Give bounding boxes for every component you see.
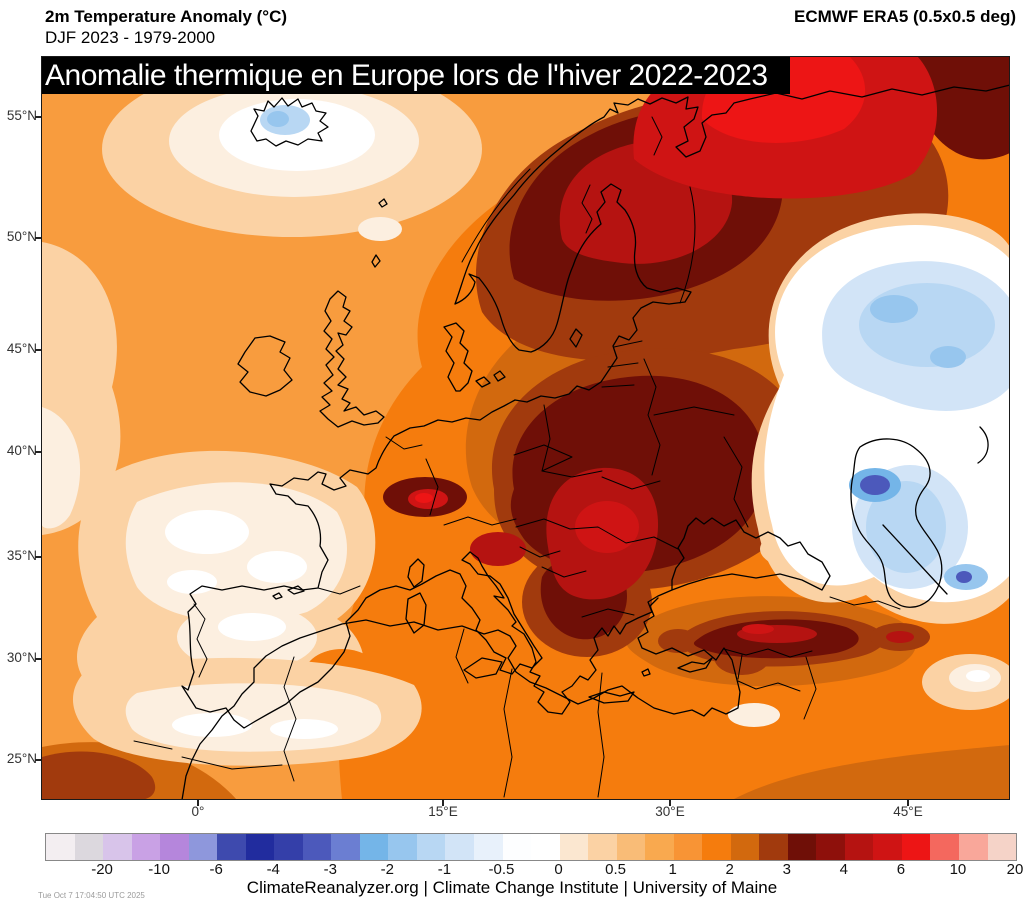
- colorbar-cell: [502, 834, 532, 860]
- colorbar-cell: [103, 834, 132, 860]
- colorbar-tick-label: -6: [209, 861, 223, 878]
- colorbar-tick-label: 6: [896, 861, 906, 878]
- anomaly-map-svg: [42, 57, 1018, 801]
- colorbar-tick-label: 20: [1006, 861, 1024, 878]
- colorbar-cell: [959, 834, 988, 860]
- colorbar-cell: [74, 834, 104, 860]
- footer-credit: ClimateReanalyzer.org | Climate Change I…: [246, 878, 778, 897]
- colorbar-cell: [844, 834, 874, 860]
- colorbar-tick-label: -20: [91, 861, 113, 878]
- colorbar-tick-label: -10: [148, 861, 170, 878]
- colorbar-cell: [816, 834, 845, 860]
- colorbar-cell: [274, 834, 303, 860]
- colorbar-cell: [473, 834, 503, 860]
- colorbar-cell: [188, 834, 218, 860]
- lat-tick: [35, 451, 41, 453]
- anomaly-field: [42, 57, 1018, 801]
- lat-tick: [35, 759, 41, 761]
- lat-tick: [35, 658, 41, 660]
- colorbar-cell: [388, 834, 417, 860]
- colorbar-cell: [46, 834, 75, 860]
- colorbar-tick-label: -3: [323, 861, 337, 878]
- colorbar-cell: [302, 834, 332, 860]
- colorbar-tick-label: -1: [437, 861, 452, 878]
- coast-denmark: [443, 322, 506, 392]
- colorbar-cell: [787, 834, 817, 860]
- lat-label-55n: 55°N: [6, 108, 37, 123]
- colorbar-cell: [445, 834, 474, 860]
- colorbar-cell: [901, 834, 931, 860]
- colorbar-tick-label: 4: [839, 861, 848, 878]
- coast-ireland: [237, 335, 293, 397]
- colorbar-cell: [987, 834, 1017, 860]
- colorbar-cell: [559, 834, 589, 860]
- colorbar-cell: [873, 834, 902, 860]
- colorbar-tick-label: -4: [266, 861, 280, 878]
- colorbar-cell: [160, 834, 189, 860]
- colorbar-cell: [416, 834, 446, 860]
- colorbar-tick-label: 1: [668, 861, 677, 878]
- colorbar-cell: [616, 834, 646, 860]
- lat-label-25n: 25°N: [6, 751, 37, 766]
- colorbar-cell: [245, 834, 275, 860]
- lon-tick: [669, 800, 671, 806]
- colorbar-tick-label: -2: [380, 861, 395, 878]
- lat-tick: [35, 116, 41, 118]
- anomaly-map: [42, 57, 1018, 801]
- colorbar-cell: [331, 834, 360, 860]
- coast-anatolia-africa: [181, 597, 741, 801]
- colorbar-cell: [588, 834, 617, 860]
- coast-islands-med: [272, 558, 651, 704]
- colorbar-cell: [702, 834, 731, 860]
- coast-iceland: [250, 97, 388, 268]
- colorbar-tick-label: 10: [949, 861, 967, 878]
- colorbar-cell: [759, 834, 788, 860]
- lon-label-0: 0°: [191, 804, 205, 819]
- coast-caspian: [850, 426, 989, 608]
- coast-adriatic-greece-blacksea: [469, 517, 831, 715]
- lon-tick: [197, 800, 199, 806]
- colorbar-cell: [217, 834, 246, 860]
- lon-tick: [442, 800, 444, 806]
- lat-label-35n: 35°N: [6, 548, 37, 563]
- lon-tick: [907, 800, 909, 806]
- page-subtitle: DJF 2023 - 1979-2000: [45, 28, 216, 47]
- lat-label-50n: 50°N: [6, 229, 37, 244]
- lon-label-15e: 15°E: [428, 804, 458, 819]
- map-title-banner: Anomalie thermique en Europe lors de l'h…: [42, 57, 790, 94]
- coast-continental-west: [181, 399, 543, 729]
- generation-timestamp: Tue Oct 7 17:04:50 UTC 2025: [38, 891, 145, 900]
- lat-label-30n: 30°N: [6, 650, 37, 665]
- page-title: 2m Temperature Anomaly (°C): [45, 7, 288, 26]
- colorbar-tick-label: 3: [782, 861, 791, 878]
- colorbar-cell: [730, 834, 760, 860]
- coastlines: [181, 84, 1011, 801]
- colorbar-ticks: -20 -10 -6 -4 -3 -2 -1 -0.5 0 0.5 1 2 3 4 6 10 20: [45, 861, 1023, 879]
- colorbar-tick-label: 0: [554, 861, 563, 878]
- coast-britain: [319, 290, 385, 428]
- colorbar-cells: [45, 833, 1017, 861]
- colorbar-cell: [359, 834, 389, 860]
- lat-tick: [35, 556, 41, 558]
- lon-label-30e: 30°E: [655, 804, 685, 819]
- colorbar-cell: [531, 834, 560, 860]
- colorbar-cell: [645, 834, 674, 860]
- lat-tick: [35, 237, 41, 239]
- country-borders: [133, 116, 901, 798]
- colorbar-tick-label: 2: [725, 861, 734, 878]
- lon-label-45e: 45°E: [893, 804, 923, 819]
- lat-label-45n: 45°N: [6, 341, 37, 356]
- dataset-label: ECMWF ERA5 (0.5x0.5 deg): [794, 7, 1016, 26]
- colorbar-cell: [673, 834, 703, 860]
- coast-cyprus: [677, 657, 713, 673]
- lat-tick: [35, 349, 41, 351]
- colorbar-cell: [930, 834, 959, 860]
- colorbar-tick-label: 0.5: [605, 861, 627, 878]
- lat-label-40n: 40°N: [6, 443, 37, 458]
- coast-scandinavia: [454, 84, 1011, 403]
- colorbar-cell: [131, 834, 161, 860]
- colorbar-tick-label: -0.5: [488, 861, 515, 878]
